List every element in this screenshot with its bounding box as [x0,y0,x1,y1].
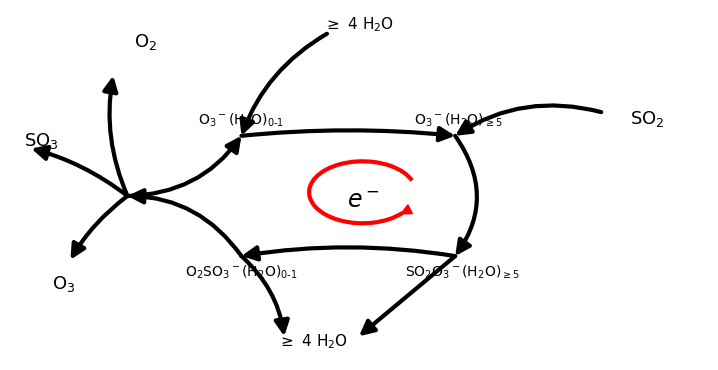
Text: e$^-$: e$^-$ [347,189,378,213]
Text: O$_3$$^-$(H$_2$O)$_{0\text{-}1}$: O$_3$$^-$(H$_2$O)$_{0\text{-}1}$ [198,111,284,128]
Text: O$_2$: O$_2$ [134,32,157,52]
Text: SO$_3$: SO$_3$ [24,131,59,151]
Text: O$_3$: O$_3$ [52,274,75,294]
Text: SO$_2$O$_3$$^-$(H$_2$O)$_{\geq 5}$: SO$_2$O$_3$$^-$(H$_2$O)$_{\geq 5}$ [405,263,520,281]
Text: O$_2$SO$_3$$^-$(H$_2$O)$_{0\text{-}1}$: O$_2$SO$_3$$^-$(H$_2$O)$_{0\text{-}1}$ [185,263,298,281]
Text: SO$_2$: SO$_2$ [630,110,664,130]
Text: $\geq$ 4 H$_2$O: $\geq$ 4 H$_2$O [324,16,394,34]
Text: $\geq$ 4 H$_2$O: $\geq$ 4 H$_2$O [278,332,348,351]
Text: O$_3$$^-$(H$_2$O)$_{\geq 5}$: O$_3$$^-$(H$_2$O)$_{\geq 5}$ [414,111,503,128]
